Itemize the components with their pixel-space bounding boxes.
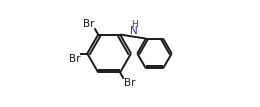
Text: H: H xyxy=(131,20,138,29)
Text: N: N xyxy=(130,26,137,36)
Text: Br: Br xyxy=(124,78,135,88)
Text: Br: Br xyxy=(69,54,81,64)
Text: Br: Br xyxy=(83,19,95,29)
